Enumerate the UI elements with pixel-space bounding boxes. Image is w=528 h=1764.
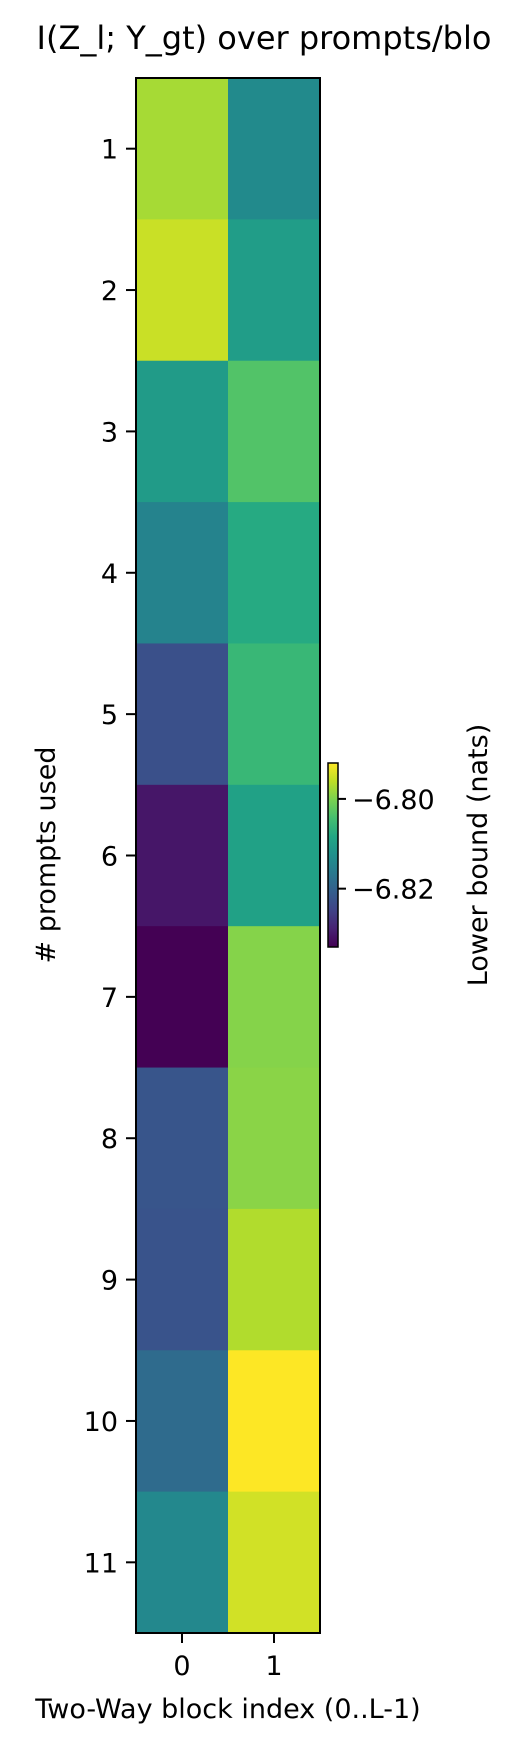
heatmap-cell-r3-c0 bbox=[136, 360, 229, 503]
heatmap-cell-r4-c0 bbox=[136, 502, 229, 644]
heatmap-cell-r4-c1 bbox=[228, 502, 321, 644]
heatmap-cells bbox=[136, 78, 321, 1634]
heatmap-cell-r2-c1 bbox=[228, 219, 321, 362]
y-tick-label: 11 bbox=[84, 1548, 118, 1579]
x-axis-label: Two-Way block index (0..L-1) bbox=[34, 1694, 420, 1725]
y-tick-label: 6 bbox=[101, 842, 118, 873]
heatmap-cell-r10-c1 bbox=[228, 1350, 321, 1493]
y-tick-label: 3 bbox=[101, 417, 118, 448]
y-tick-label: 2 bbox=[101, 276, 118, 307]
colorbar-tick-label: −6.80 bbox=[352, 785, 435, 816]
y-axis-ticks: 1 2 3 4 5 6 7 8 9 10 11 bbox=[84, 135, 136, 1579]
x-tick-label: 1 bbox=[265, 1651, 282, 1682]
colorbar bbox=[327, 762, 339, 948]
heatmap-cell-r9-c0 bbox=[136, 1208, 229, 1351]
y-axis-label: # prompts used bbox=[31, 747, 62, 964]
colorbar-label: Lower bound (nats) bbox=[463, 724, 494, 986]
heatmap-cell-r2-c0 bbox=[136, 219, 229, 362]
heatmap-cell-r7-c0 bbox=[136, 926, 229, 1069]
heatmap-cell-r7-c1 bbox=[228, 926, 321, 1069]
heatmap-cell-r5-c1 bbox=[228, 643, 321, 786]
heatmap-cell-r3-c1 bbox=[228, 360, 321, 503]
heatmap-cell-r10-c0 bbox=[136, 1350, 229, 1493]
heatmap-cell-r9-c1 bbox=[228, 1208, 321, 1351]
heatmap-cell-r8-c0 bbox=[136, 1067, 229, 1210]
heatmap-cell-r11-c0 bbox=[136, 1491, 229, 1634]
chart-title: I(Z_l; Y_gt) over prompts/blo bbox=[37, 19, 492, 57]
y-tick-label: 1 bbox=[101, 135, 118, 166]
heatmap-cell-r11-c1 bbox=[228, 1491, 321, 1634]
heatmap-cell-r6-c1 bbox=[228, 784, 321, 927]
y-tick-label: 8 bbox=[101, 1124, 118, 1155]
x-tick-label: 0 bbox=[173, 1651, 190, 1682]
y-tick-label: 4 bbox=[101, 559, 118, 590]
y-tick-label: 10 bbox=[84, 1407, 118, 1438]
heatmap-cell-r1-c0 bbox=[136, 78, 229, 220]
y-tick-label: 5 bbox=[101, 700, 118, 731]
y-tick-label: 7 bbox=[101, 983, 118, 1014]
colorbar-tick-label: −6.82 bbox=[352, 875, 435, 906]
heatmap-cell-r6-c0 bbox=[136, 784, 229, 927]
heatmap-cell-r5-c0 bbox=[136, 643, 229, 786]
heatmap-cell-r8-c1 bbox=[228, 1067, 321, 1210]
heatmap-cell-r1-c1 bbox=[228, 78, 321, 220]
colorbar-ticks: −6.80 −6.82 bbox=[338, 785, 435, 906]
y-tick-label: 9 bbox=[101, 1266, 118, 1297]
